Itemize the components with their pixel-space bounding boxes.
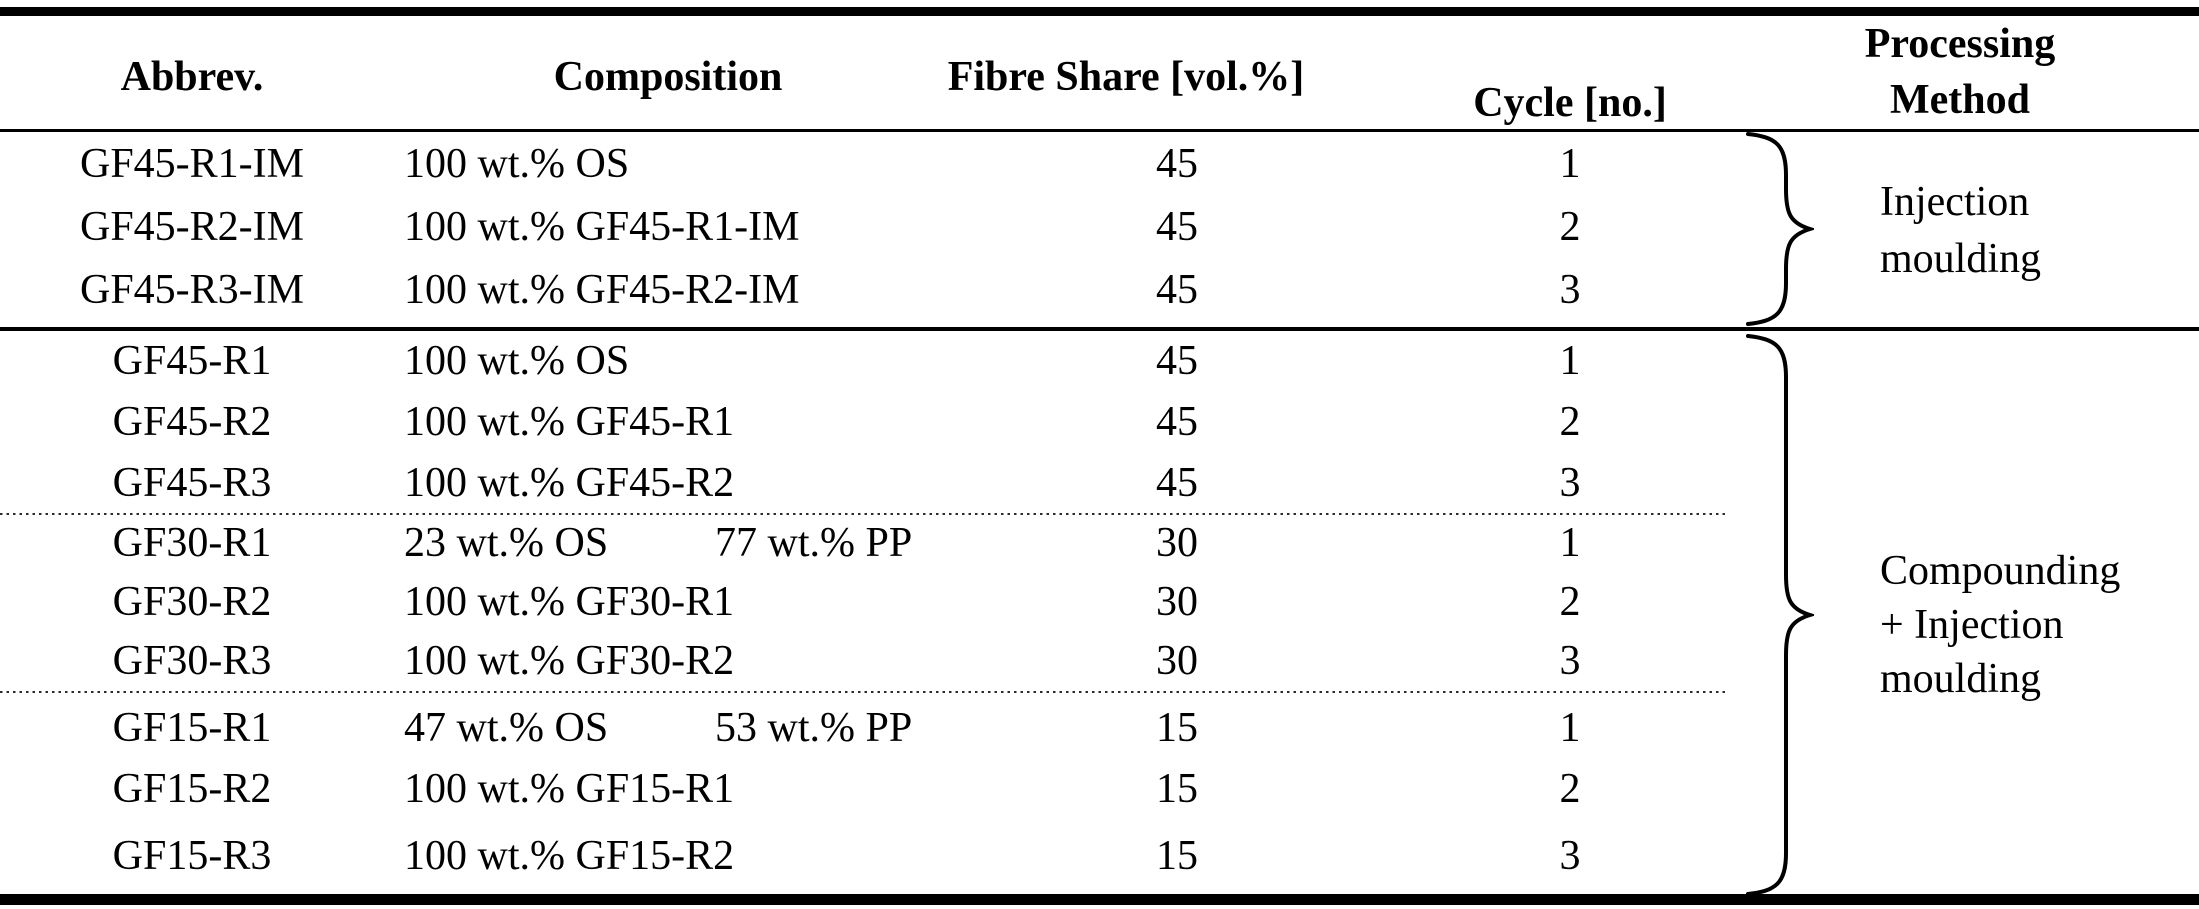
fibre-share-cell: 45 [1156, 204, 1198, 250]
cycle-cell: 1 [1559, 705, 1581, 751]
cycle-cell: 1 [1559, 338, 1581, 384]
abbrev-cell: GF30-R1 [112, 520, 272, 566]
cycle-cell: 2 [1559, 204, 1581, 250]
injection-label-line1: Injection [1880, 179, 2030, 225]
fibre-share-cell: 15 [1156, 705, 1198, 751]
composition-cell: 100 wt.% GF30-R2 [404, 638, 735, 684]
compounding-label-line3: moulding [1880, 656, 2042, 702]
processing-header-line2: Method [1890, 77, 2030, 123]
processing-header-line1: Processing [1864, 21, 2056, 67]
table-row: GF45-R1 100 wt.% OS 45 1 [0, 336, 2199, 386]
abbrev-cell: GF30-R3 [112, 638, 272, 684]
composition-cell: 100 wt.% GF45-R2-IM [404, 267, 800, 313]
composition-secondary-cell: 53 wt.% PP [715, 705, 913, 751]
table-row: GF15-R1 47 wt.% OS 53 wt.% PP 15 1 [0, 703, 2199, 753]
composition-cell: 100 wt.% OS [404, 338, 630, 384]
cycle-cell: 3 [1559, 267, 1581, 313]
table-row: GF15-R2 100 wt.% GF15-R1 15 2 [0, 764, 2199, 814]
header-separator-line [0, 129, 2199, 132]
abbrev-cell: GF45-R2-IM [79, 204, 304, 250]
processing-method-compounding-label: Compounding + Injection moulding [1880, 544, 2120, 706]
cycle-cell: 3 [1559, 460, 1581, 506]
column-header-fibre-share: Fibre Share [vol.%] [947, 54, 1305, 100]
fibre-share-cell: 15 [1156, 766, 1198, 812]
table-row: GF45-R1-IM 100 wt.% OS 45 1 [0, 139, 2199, 189]
abbrev-cell: GF15-R2 [112, 766, 272, 812]
cycle-cell: 3 [1559, 833, 1581, 879]
composition-cell: 100 wt.% GF45-R1 [404, 399, 735, 445]
abbrev-cell: GF15-R1 [112, 705, 272, 751]
cycle-cell: 2 [1559, 766, 1581, 812]
composition-cell: 100 wt.% GF45-R1-IM [404, 204, 800, 250]
composition-secondary-cell: 77 wt.% PP [715, 520, 913, 566]
table-row: GF30-R1 23 wt.% OS 77 wt.% PP 30 1 [0, 518, 2199, 568]
composition-cell: 100 wt.% GF15-R1 [404, 766, 735, 812]
group-separator-line [0, 327, 2199, 331]
cycle-cell: 1 [1559, 141, 1581, 187]
compounding-group-brace [1742, 333, 1814, 897]
abbrev-cell: GF45-R3-IM [79, 267, 304, 313]
table-row: GF30-R3 100 wt.% GF30-R2 30 3 [0, 636, 2199, 686]
fibre-share-cell: 30 [1156, 520, 1198, 566]
table-row: GF45-R2-IM 100 wt.% GF45-R1-IM 45 2 [0, 202, 2199, 252]
column-header-abbrev: Abbrev. [120, 54, 264, 100]
abbrev-cell: GF45-R1-IM [79, 141, 304, 187]
table-row: GF30-R2 100 wt.% GF30-R1 30 2 [0, 577, 2199, 627]
table-row: GF45-R3 100 wt.% GF45-R2 45 3 [0, 458, 2199, 508]
cycle-cell: 2 [1559, 399, 1581, 445]
table-bottom-border [0, 894, 2199, 905]
fibre-share-cell: 45 [1156, 460, 1198, 506]
fibre-share-cell: 45 [1156, 338, 1198, 384]
fibre-share-cell: 15 [1156, 833, 1198, 879]
fibre-share-cell: 45 [1156, 399, 1198, 445]
abbrev-cell: GF45-R1 [112, 338, 272, 384]
table-row: GF45-R3-IM 100 wt.% GF45-R2-IM 45 3 [0, 265, 2199, 315]
composition-cell: 100 wt.% GF30-R1 [404, 579, 735, 625]
injection-label-line2: moulding [1880, 236, 2042, 282]
composition-cell: 23 wt.% OS [404, 520, 609, 566]
compounding-label-line1: Compounding [1880, 548, 2121, 594]
table-top-border [0, 7, 2199, 16]
abbrev-cell: GF15-R3 [112, 833, 272, 879]
abbrev-cell: GF45-R2 [112, 399, 272, 445]
table-row: GF45-R2 100 wt.% GF45-R1 45 2 [0, 397, 2199, 447]
composition-cell: 100 wt.% GF15-R2 [404, 833, 735, 879]
table-row: GF15-R3 100 wt.% GF15-R2 15 3 [0, 831, 2199, 881]
column-header-cycle: Cycle [no.] [1473, 80, 1667, 126]
fibre-share-cell: 30 [1156, 579, 1198, 625]
cycle-cell: 2 [1559, 579, 1581, 625]
dotted-separator-line [0, 513, 1726, 515]
column-header-composition: Composition [553, 54, 783, 100]
abbrev-cell: GF45-R3 [112, 460, 272, 506]
fibre-share-cell: 30 [1156, 638, 1198, 684]
cycle-cell: 1 [1559, 520, 1581, 566]
fibre-share-cell: 45 [1156, 141, 1198, 187]
composition-cell: 100 wt.% GF45-R2 [404, 460, 735, 506]
column-header-processing-method: Processing Method [1790, 16, 2130, 128]
fibre-share-cell: 45 [1156, 267, 1198, 313]
dotted-separator-line [0, 691, 1726, 693]
composition-cell: 100 wt.% OS [404, 141, 630, 187]
injection-group-brace [1742, 131, 1814, 327]
cycle-cell: 3 [1559, 638, 1581, 684]
composition-cell: 47 wt.% OS [404, 705, 609, 751]
processing-method-injection-label: Injection moulding [1880, 174, 2041, 288]
compounding-label-line2: + Injection [1880, 602, 2064, 648]
abbrev-cell: GF30-R2 [112, 579, 272, 625]
